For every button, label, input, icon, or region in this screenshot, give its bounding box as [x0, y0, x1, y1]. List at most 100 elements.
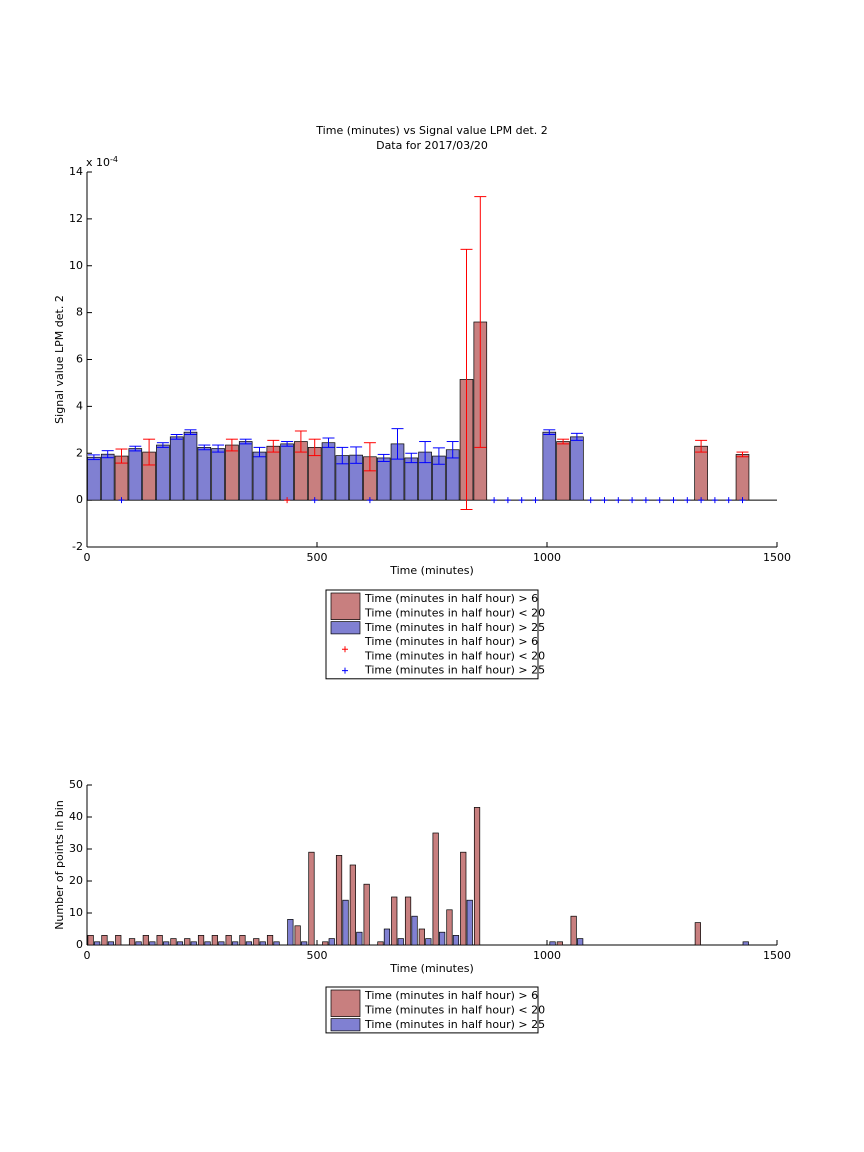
bar [94, 941, 101, 946]
bar [391, 896, 398, 946]
y-tick-label: 12 [69, 212, 83, 225]
bar [142, 935, 149, 946]
bar [473, 807, 481, 946]
bar [225, 444, 239, 501]
bar [446, 909, 453, 946]
bar [169, 436, 184, 501]
y-tick-label: 14 [69, 165, 83, 178]
error-bar [294, 430, 307, 453]
bar [377, 941, 384, 946]
bar [452, 935, 460, 946]
bar [252, 451, 267, 501]
legend-box [325, 589, 539, 680]
bar [694, 922, 701, 946]
plus-marker [615, 497, 622, 504]
error-bar [212, 444, 225, 453]
chart-title: Time (minutes) vs Signal value LPM det. … [315, 124, 547, 137]
x-tick-label: 0 [84, 949, 91, 962]
error-bar [336, 446, 349, 465]
error-bar [143, 438, 156, 466]
legend-label: Time (minutes in half hour) > 25 [364, 1018, 545, 1031]
x-tick-label: 500 [307, 949, 328, 962]
plus-marker [491, 497, 498, 504]
y-tick-label: -2 [72, 540, 83, 553]
bar [128, 448, 143, 501]
y-scale-label: x 10-4 [86, 155, 118, 170]
error-bar [695, 439, 708, 453]
bar [115, 935, 122, 946]
y-tick-label: 2 [76, 446, 83, 459]
error-bar [170, 434, 183, 440]
bar [742, 941, 749, 946]
bar [259, 941, 266, 946]
legend-label: Time (minutes in half hour) < 20 [364, 1003, 545, 1016]
x-tick-label: 1500 [763, 551, 791, 564]
bar [404, 457, 419, 501]
error-bar [557, 438, 570, 445]
error-bar [736, 451, 749, 458]
bar [204, 941, 211, 946]
legend-swatch [330, 1018, 361, 1032]
bar [183, 431, 198, 501]
y-tick-label: 30 [69, 842, 83, 855]
bar [397, 938, 404, 946]
plus-marker [601, 497, 608, 504]
y-tick-label: 50 [69, 778, 83, 791]
error-bar [432, 447, 445, 465]
bar [253, 938, 260, 946]
error-bar [350, 446, 363, 464]
x-axis-label: Time (minutes) [389, 564, 474, 577]
bar [460, 851, 467, 946]
legend-marker [342, 646, 348, 653]
error-bar [267, 439, 280, 453]
bar [266, 935, 274, 946]
bar [101, 935, 108, 946]
error-bar [322, 437, 335, 448]
x-tick-label: 1000 [533, 551, 561, 564]
y-tick-label: 6 [76, 353, 83, 366]
bar [156, 444, 170, 501]
bar [107, 941, 115, 946]
bar [328, 938, 335, 946]
x-tick-label: 1000 [533, 949, 561, 962]
plus-marker [698, 497, 705, 504]
error-bar [446, 441, 459, 459]
plus-marker [629, 497, 636, 504]
y-tick-label: 4 [76, 399, 83, 412]
bar [301, 941, 308, 946]
bar [266, 445, 281, 501]
bar [197, 935, 205, 946]
plus-marker [656, 497, 663, 504]
bar [211, 448, 225, 501]
bar [190, 941, 197, 946]
y-tick-label: 0 [76, 493, 83, 506]
legend-marker [342, 667, 348, 674]
legend-label: Time (minutes in half hour) < 20 [364, 606, 545, 619]
error-bar [225, 438, 238, 452]
error-bar [281, 441, 294, 447]
x-axis-label: Time (minutes) [389, 962, 474, 975]
error-bar [87, 454, 100, 461]
error-bar [101, 450, 114, 459]
bar [349, 864, 356, 946]
plus-marker [670, 497, 677, 504]
y-tick-label: 8 [76, 306, 83, 319]
bar [383, 928, 391, 946]
bar [100, 453, 115, 501]
legend-swatch [330, 989, 361, 1017]
bar [556, 941, 563, 946]
plus-marker [587, 497, 594, 504]
error-bar [543, 429, 556, 435]
y-tick-label: 10 [69, 906, 83, 919]
legend-label: Time (minutes in half hour) > 6 [364, 989, 538, 1002]
error-bar [363, 442, 376, 472]
legend-swatch [330, 592, 361, 620]
plus-marker [504, 497, 511, 504]
bar [149, 941, 156, 946]
y-axis-label: Number of points in bin [53, 800, 66, 930]
bar [363, 883, 370, 946]
x-tick-label: 500 [307, 551, 328, 564]
bar [570, 436, 584, 501]
bar [87, 456, 101, 501]
error-bar [377, 453, 390, 462]
